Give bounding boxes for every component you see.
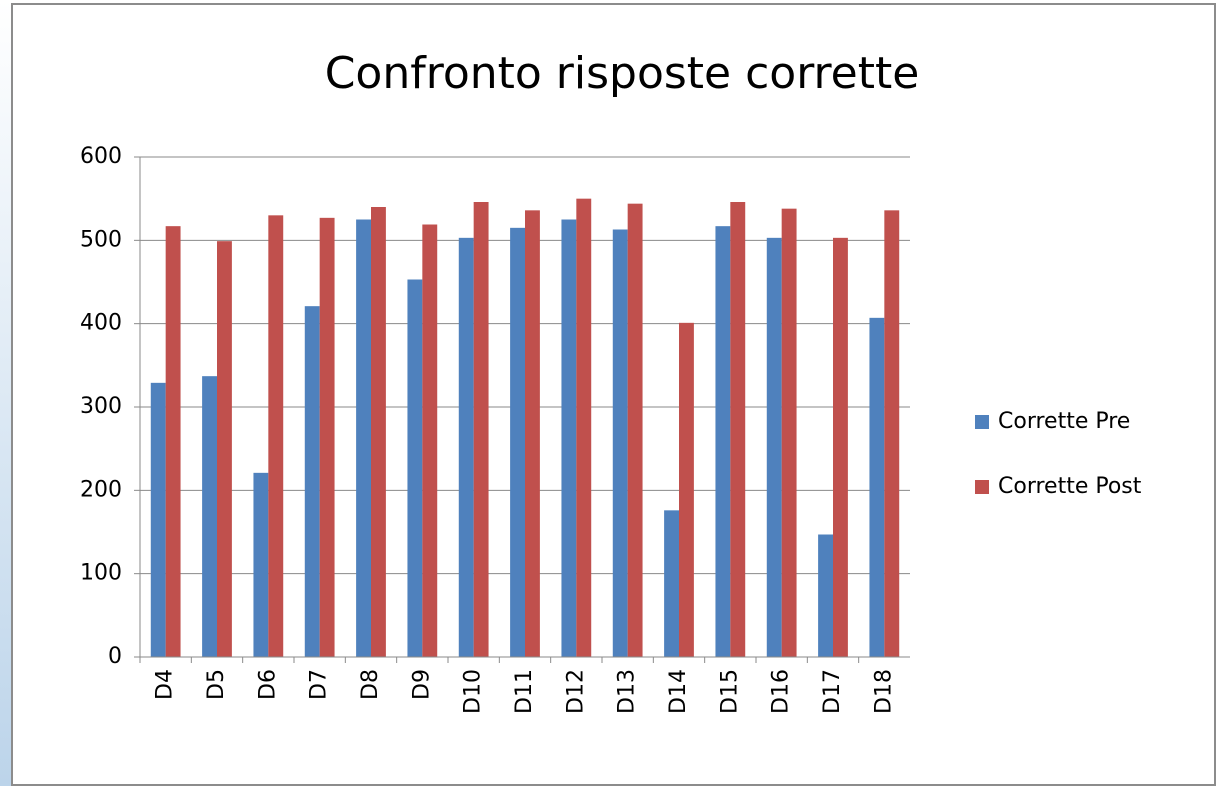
bar xyxy=(679,322,694,657)
slide-background xyxy=(0,0,14,786)
bar xyxy=(150,382,166,657)
x-tick-label: D6 xyxy=(255,669,280,700)
y-tick-label: 500 xyxy=(80,227,122,252)
bar xyxy=(730,202,746,657)
bar xyxy=(766,237,782,658)
legend-label: Corrette Pre xyxy=(998,409,1130,434)
bar xyxy=(561,219,577,657)
y-tick-label: 200 xyxy=(80,477,122,502)
y-tick-label: 100 xyxy=(80,561,122,586)
x-tick-label: D14 xyxy=(666,669,691,714)
bar xyxy=(664,510,679,657)
y-tick-label: 0 xyxy=(108,644,122,669)
bar xyxy=(869,317,885,657)
bar xyxy=(371,207,386,657)
y-tick-label: 400 xyxy=(80,311,122,336)
bar xyxy=(356,219,371,657)
bar xyxy=(217,241,232,657)
bar xyxy=(627,203,643,657)
x-tick-label: D9 xyxy=(409,669,434,700)
bar xyxy=(304,306,320,657)
y-tick-label: 600 xyxy=(80,144,122,169)
x-tick-label: D5 xyxy=(204,669,229,700)
x-tick-label: D8 xyxy=(358,669,383,700)
bar xyxy=(715,226,731,657)
bar xyxy=(884,210,900,658)
x-tick-label: D16 xyxy=(769,669,794,714)
x-tick-label: D7 xyxy=(307,669,332,700)
bar xyxy=(576,198,592,657)
bar xyxy=(422,224,438,657)
bar xyxy=(268,215,284,658)
bar xyxy=(833,237,848,658)
x-tick-label: D18 xyxy=(871,669,896,714)
x-tick-label: D15 xyxy=(717,669,742,714)
legend-swatch xyxy=(975,480,989,494)
legend-label: Corrette Post xyxy=(998,474,1142,499)
bar xyxy=(319,217,335,658)
x-tick-label: D13 xyxy=(615,669,640,714)
chart-title: Confronto risposte corrette xyxy=(325,48,920,99)
bar xyxy=(818,534,833,657)
bar xyxy=(407,279,423,657)
x-tick-label: D10 xyxy=(461,669,486,714)
bar xyxy=(525,210,540,658)
x-tick-label: D12 xyxy=(563,669,588,714)
legend-swatch xyxy=(975,415,989,429)
bar xyxy=(202,376,217,657)
bar xyxy=(510,227,525,658)
bar xyxy=(473,202,489,657)
bar xyxy=(612,229,628,657)
x-tick-label: D17 xyxy=(820,669,845,714)
x-tick-label: D4 xyxy=(153,669,178,700)
x-tick-label: D11 xyxy=(512,669,537,714)
bar xyxy=(253,472,269,657)
bar xyxy=(165,226,181,657)
y-tick-label: 300 xyxy=(80,394,122,419)
bar xyxy=(458,237,474,658)
bar xyxy=(781,208,797,657)
